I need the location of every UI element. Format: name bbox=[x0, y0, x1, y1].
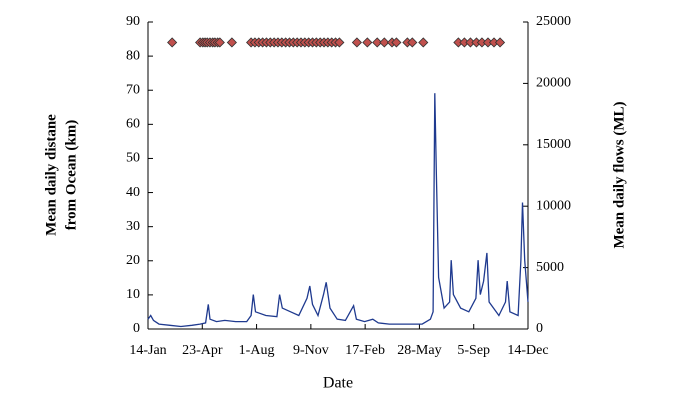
y-axis-label: Mean daily distane bbox=[43, 114, 59, 236]
x-axis-label: Date bbox=[323, 375, 353, 392]
x-tick-label: 17-Feb bbox=[345, 343, 385, 358]
y2-tick-label: 15000 bbox=[536, 137, 571, 152]
diamond-marker bbox=[214, 37, 225, 48]
y2-tick-label: 20000 bbox=[536, 76, 571, 91]
x-tick-label: 14-Jan bbox=[129, 343, 166, 358]
y-tick-label: 0 bbox=[133, 321, 140, 336]
y-tick-label: 50 bbox=[126, 151, 140, 166]
y-tick-label: 10 bbox=[126, 287, 140, 302]
y-tick-label: 30 bbox=[126, 219, 140, 234]
y-tick-label: 60 bbox=[126, 117, 140, 132]
y2-tick-label: 5000 bbox=[536, 260, 564, 275]
y2-axis-label: Mean daily flows (ML) bbox=[611, 101, 627, 248]
y2-tick-label: 0 bbox=[536, 321, 543, 336]
y2-tick-label: 25000 bbox=[536, 14, 571, 29]
diamond-marker bbox=[372, 37, 383, 48]
x-tick-label: 1-Aug bbox=[239, 343, 275, 358]
y-tick-label: 70 bbox=[126, 82, 140, 97]
x-tick-label: 5-Sep bbox=[457, 343, 490, 358]
x-tick-label: 23-Apr bbox=[182, 343, 223, 358]
flow-line bbox=[147, 93, 529, 328]
diamond-marker bbox=[418, 37, 429, 48]
diamond-marker bbox=[379, 37, 390, 48]
diamond-marker bbox=[494, 37, 506, 48]
diamond-marker bbox=[226, 37, 237, 48]
y-tick-label: 40 bbox=[126, 185, 140, 200]
y-tick-label: 80 bbox=[126, 48, 140, 63]
diamond-marker bbox=[351, 37, 362, 48]
diamond-marker bbox=[391, 37, 402, 48]
x-tick-label: 14-Dec bbox=[507, 343, 548, 358]
y-tick-label: 90 bbox=[126, 14, 140, 29]
x-tick-label: 9-Nov bbox=[293, 343, 329, 358]
diamond-marker bbox=[167, 37, 178, 48]
y-tick-label: 20 bbox=[126, 253, 140, 268]
y2-tick-label: 10000 bbox=[536, 198, 571, 213]
x-tick-label: 28-May bbox=[397, 343, 441, 358]
diamond-marker bbox=[334, 37, 345, 48]
diamond-marker bbox=[362, 37, 373, 48]
y-axis-label: from Ocean (km) bbox=[63, 120, 79, 231]
diamond-marker bbox=[407, 37, 418, 48]
